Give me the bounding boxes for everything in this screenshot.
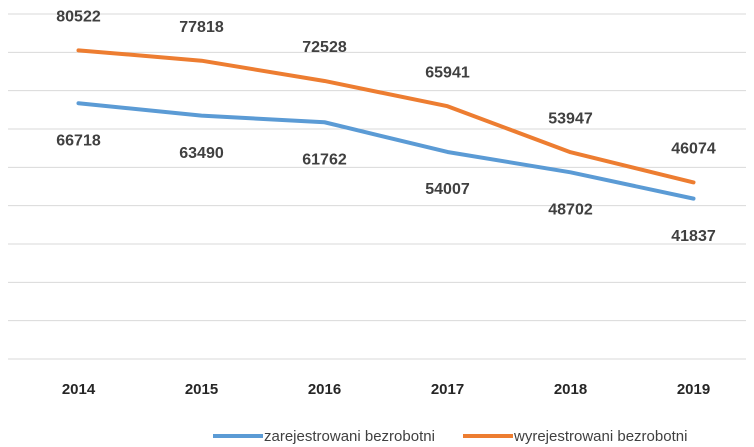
data-label: 41837 (671, 228, 716, 245)
x-tick-label: 2018 (554, 381, 587, 398)
data-label: 80522 (56, 9, 101, 26)
data-label: 72528 (302, 39, 347, 56)
data-label: 46074 (671, 141, 716, 158)
data-label: 48702 (548, 202, 593, 219)
data-label: 63490 (179, 145, 224, 162)
data-label: 53947 (548, 110, 593, 127)
legend-label: zarejestrowani bezrobotni (264, 428, 435, 445)
x-tick-label: 2014 (62, 381, 96, 398)
data-label: 77818 (179, 19, 224, 36)
legend-label: wyrejestrowani bezrobotni (513, 428, 687, 445)
data-label: 54007 (425, 181, 470, 198)
series-line (76, 101, 696, 201)
x-tick-label: 2016 (308, 381, 341, 398)
data-label: 61762 (302, 151, 347, 168)
data-label: 65941 (425, 64, 470, 81)
x-tick-label: 2017 (431, 381, 464, 398)
series-line (76, 48, 696, 185)
x-tick-label: 2015 (185, 381, 218, 398)
data-label: 66718 (56, 132, 101, 149)
x-tick-label: 2019 (677, 381, 710, 398)
